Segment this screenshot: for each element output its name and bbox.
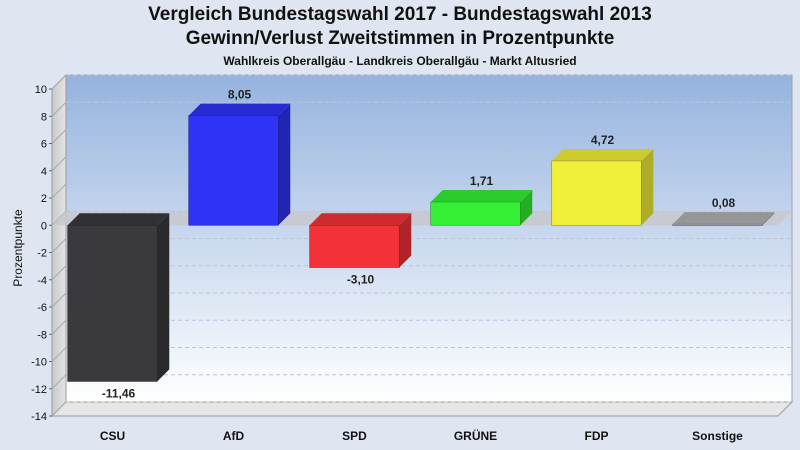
- grid-line-side: [51, 347, 67, 362]
- bar-side: [762, 212, 775, 226]
- bar-side: [520, 189, 533, 226]
- x-axis-categories: CSU AfD SPD GRÜNE FDP Sonstige: [100, 428, 743, 443]
- bar-side: [157, 213, 170, 382]
- bar-side: [641, 148, 654, 226]
- bar-top: [309, 213, 412, 226]
- bar-top: [551, 148, 654, 161]
- y-tick-label: -8: [37, 329, 47, 341]
- chart-subtitle: Gewinn/Verlust Zweitstimmen in Prozentpu…: [185, 28, 615, 49]
- grid-line-side: [51, 265, 67, 281]
- x-category-label: GRÜNE: [454, 428, 497, 443]
- bar-value-label: 8,05: [228, 88, 252, 102]
- y-tick-label: 6: [41, 139, 47, 151]
- bar: [67, 224, 158, 382]
- bar-value-label: 4,72: [591, 133, 615, 147]
- bar: [672, 223, 763, 226]
- bar-top: [188, 103, 291, 116]
- y-tick-label: 4: [41, 166, 47, 178]
- bar-value-label: 0,08: [712, 196, 736, 210]
- bar-top: [672, 212, 775, 225]
- grid-line-side: [51, 401, 67, 417]
- bar-side: [399, 213, 412, 268]
- bar-top: [67, 213, 170, 226]
- bar-value-label: 1,71: [470, 174, 494, 188]
- y-tick-label: 10: [35, 84, 47, 96]
- grid-line-side: [51, 74, 67, 90]
- y-tick-label: -4: [37, 275, 47, 287]
- bars: -11,46 8,05 -3,10 1,71 4,72 0,08: [67, 88, 775, 400]
- x-category-label: CSU: [100, 429, 125, 443]
- y-tick-label: -12: [31, 384, 47, 396]
- y-tick-label: -2: [37, 248, 47, 260]
- grid-line-side: [51, 156, 67, 172]
- chart-title: Vergleich Bundestagswahl 2017 - Bundesta…: [148, 4, 652, 25]
- bar: [430, 201, 521, 226]
- y-axis-label: Prozentpunkte: [11, 209, 25, 287]
- bar-value-label: -11,46: [102, 386, 136, 400]
- y-tick-label: 2: [41, 193, 47, 205]
- y-axis-ticks: 10 8 6 4 2 0 -2 -4 -6 -8 -10 -12 -14: [31, 84, 52, 423]
- grid-line-side: [51, 238, 67, 253]
- chart-caption: Wahlkreis Oberallgäu - Landkreis Oberall…: [223, 54, 577, 68]
- bar-value-label: -3,10: [347, 272, 375, 286]
- bar: [188, 115, 279, 226]
- y-tick-label: -6: [37, 302, 47, 314]
- grid-line-side: [51, 183, 67, 199]
- y-tick-label: -14: [31, 411, 47, 423]
- grid-line-side: [51, 129, 67, 144]
- bar: [309, 224, 400, 268]
- bar: [551, 160, 642, 226]
- floor: [50, 401, 794, 417]
- y-tick-label: 8: [41, 111, 47, 123]
- bar-top: [430, 189, 533, 202]
- x-category-label: Sonstige: [692, 429, 743, 443]
- x-category-label: FDP: [585, 429, 609, 443]
- grid-line-side: [51, 319, 67, 335]
- y-tick-label: 0: [41, 220, 47, 232]
- grid-line-side: [51, 374, 67, 390]
- y-tick-label: -10: [31, 357, 47, 369]
- x-category-label: SPD: [342, 429, 367, 443]
- grid-line-side: [51, 101, 67, 117]
- x-category-label: AfD: [223, 429, 245, 443]
- grid-line-side: [51, 292, 67, 308]
- bar-side: [278, 103, 291, 226]
